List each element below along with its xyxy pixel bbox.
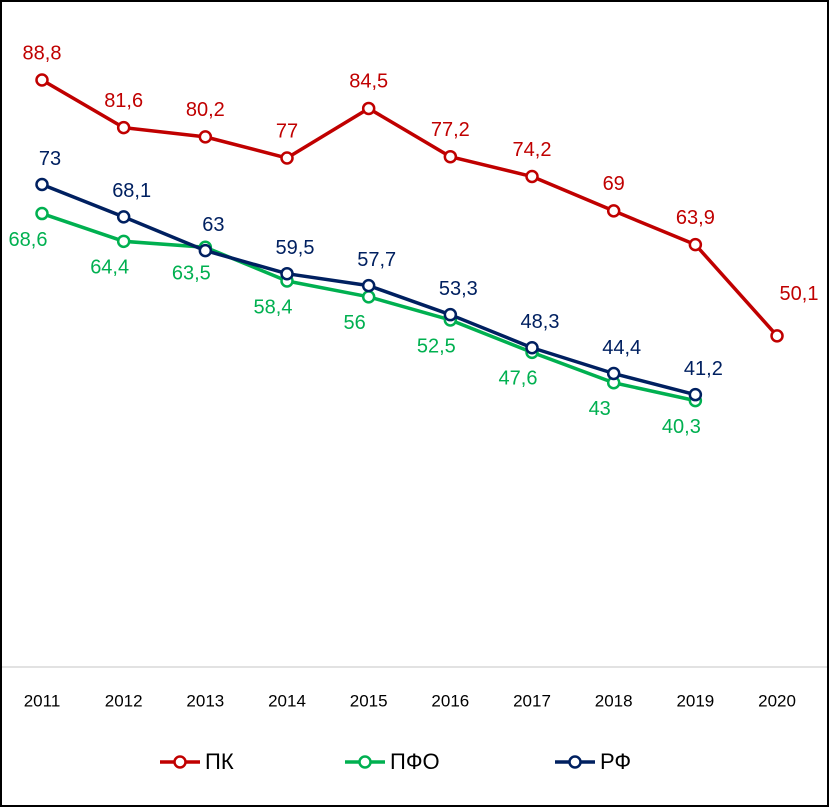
point [443,307,458,322]
point [35,177,49,192]
x-tick-label: 2016 [431,691,469,710]
x-tick-label: 2017 [513,691,551,710]
x-tick-label: 2012 [105,691,143,710]
legend-label: РФ [600,749,631,774]
data-label: 63,9 [676,207,715,229]
data-label: 64,4 [90,257,129,279]
data-label: 41,2 [684,358,723,380]
point [35,73,49,87]
data-label: 69 [603,173,625,195]
point [361,278,376,293]
x-tick-label: 2020 [758,691,796,710]
point [198,243,213,258]
data-label: 81,6 [104,90,143,112]
data-label: 59,5 [276,237,315,259]
point [198,130,213,144]
data-label: 63,5 [172,263,211,285]
x-tick-label: 2011 [24,691,61,710]
x-tick-label: 2013 [186,691,224,710]
series-line [41,78,779,338]
legend-label: ПК [205,749,234,774]
legend-label: ПФО [390,749,440,774]
data-label: 88,8 [23,42,62,64]
data-label: 50,1 [780,283,819,305]
point [606,366,621,381]
data-label: 80,2 [186,99,225,121]
data-label: 57,7 [357,249,396,271]
legend-marker [173,755,187,769]
data-label: 84,5 [349,71,388,93]
data-label: 52,5 [417,335,456,357]
data-label: 56 [344,312,366,334]
series [35,73,784,343]
point [116,120,131,135]
point [116,210,131,224]
point [361,290,376,304]
point [280,151,294,165]
point [35,206,49,221]
data-label: 53,3 [439,278,478,300]
data-label: 63 [202,214,224,236]
data-label: 77 [276,120,298,142]
x-tick-label: 2015 [350,691,388,710]
data-label: 68,6 [9,229,48,251]
point [525,340,539,355]
data-label: 47,6 [499,368,538,390]
x-tick-label: 2018 [595,691,633,710]
point [361,101,376,116]
legend-marker [358,755,372,769]
x-tick-label: 2014 [268,691,306,710]
point [688,387,703,402]
data-label: 77,2 [431,119,470,141]
point [525,169,539,184]
x-tick-label: 2019 [676,691,714,710]
point [116,234,131,249]
data-label: 73 [39,148,61,170]
data-label: 58,4 [254,296,293,318]
series [35,177,703,402]
point [688,237,703,252]
data-label: 43 [589,398,611,420]
data-label: 74,2 [513,139,552,161]
legend-marker [568,755,582,769]
point [770,329,784,343]
point [280,266,294,281]
point [606,204,621,218]
data-label: 48,3 [521,311,560,333]
point [443,149,458,164]
data-label: 40,3 [662,416,701,438]
data-label: 44,4 [602,337,641,359]
data-label: 68,1 [112,180,151,202]
